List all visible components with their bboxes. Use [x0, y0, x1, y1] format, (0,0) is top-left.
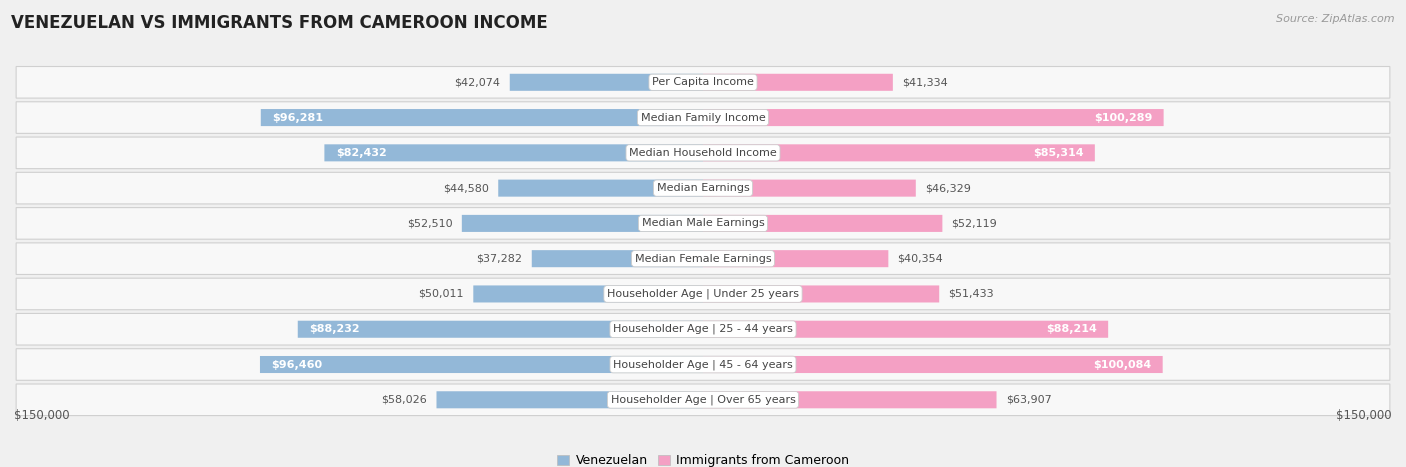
- Text: $96,460: $96,460: [271, 360, 322, 369]
- Text: $82,432: $82,432: [336, 148, 387, 158]
- Text: Householder Age | Under 25 years: Householder Age | Under 25 years: [607, 289, 799, 299]
- Text: Median Family Income: Median Family Income: [641, 113, 765, 122]
- FancyBboxPatch shape: [298, 321, 703, 338]
- Text: $63,907: $63,907: [1005, 395, 1052, 405]
- FancyBboxPatch shape: [703, 180, 915, 197]
- Text: Householder Age | Over 65 years: Householder Age | Over 65 years: [610, 395, 796, 405]
- Text: Median Household Income: Median Household Income: [628, 148, 778, 158]
- FancyBboxPatch shape: [325, 144, 703, 162]
- FancyBboxPatch shape: [703, 321, 1108, 338]
- Text: $85,314: $85,314: [1033, 148, 1084, 158]
- FancyBboxPatch shape: [703, 391, 997, 408]
- Text: $150,000: $150,000: [1336, 409, 1392, 422]
- FancyBboxPatch shape: [531, 250, 703, 267]
- FancyBboxPatch shape: [703, 215, 942, 232]
- FancyBboxPatch shape: [15, 349, 1391, 380]
- Text: $44,580: $44,580: [443, 183, 489, 193]
- Text: $52,510: $52,510: [406, 219, 453, 228]
- FancyBboxPatch shape: [510, 74, 703, 91]
- FancyBboxPatch shape: [474, 285, 703, 303]
- Text: $52,119: $52,119: [952, 219, 997, 228]
- Text: Median Female Earnings: Median Female Earnings: [634, 254, 772, 264]
- FancyBboxPatch shape: [260, 109, 703, 126]
- FancyBboxPatch shape: [703, 74, 893, 91]
- FancyBboxPatch shape: [703, 356, 1163, 373]
- FancyBboxPatch shape: [703, 144, 1095, 162]
- FancyBboxPatch shape: [15, 208, 1391, 239]
- Legend: Venezuelan, Immigrants from Cameroon: Venezuelan, Immigrants from Cameroon: [551, 449, 855, 467]
- FancyBboxPatch shape: [703, 250, 889, 267]
- Text: $40,354: $40,354: [897, 254, 943, 264]
- Text: $42,074: $42,074: [454, 78, 501, 87]
- FancyBboxPatch shape: [15, 384, 1391, 416]
- FancyBboxPatch shape: [15, 313, 1391, 345]
- FancyBboxPatch shape: [461, 215, 703, 232]
- Text: Per Capita Income: Per Capita Income: [652, 78, 754, 87]
- FancyBboxPatch shape: [15, 66, 1391, 98]
- Text: VENEZUELAN VS IMMIGRANTS FROM CAMEROON INCOME: VENEZUELAN VS IMMIGRANTS FROM CAMEROON I…: [11, 14, 548, 32]
- FancyBboxPatch shape: [436, 391, 703, 408]
- Text: $150,000: $150,000: [14, 409, 70, 422]
- Text: $100,289: $100,289: [1094, 113, 1152, 122]
- FancyBboxPatch shape: [15, 172, 1391, 204]
- FancyBboxPatch shape: [703, 285, 939, 303]
- Text: $88,214: $88,214: [1046, 324, 1097, 334]
- Text: $88,232: $88,232: [309, 324, 360, 334]
- Text: $50,011: $50,011: [419, 289, 464, 299]
- Text: $37,282: $37,282: [477, 254, 523, 264]
- Text: $100,084: $100,084: [1092, 360, 1152, 369]
- Text: Median Male Earnings: Median Male Earnings: [641, 219, 765, 228]
- Text: $96,281: $96,281: [273, 113, 323, 122]
- Text: Householder Age | 45 - 64 years: Householder Age | 45 - 64 years: [613, 359, 793, 370]
- Text: $41,334: $41,334: [903, 78, 948, 87]
- FancyBboxPatch shape: [15, 243, 1391, 275]
- Text: Source: ZipAtlas.com: Source: ZipAtlas.com: [1277, 14, 1395, 24]
- Text: $58,026: $58,026: [381, 395, 427, 405]
- FancyBboxPatch shape: [703, 109, 1164, 126]
- Text: Householder Age | 25 - 44 years: Householder Age | 25 - 44 years: [613, 324, 793, 334]
- FancyBboxPatch shape: [15, 278, 1391, 310]
- Text: $46,329: $46,329: [925, 183, 972, 193]
- FancyBboxPatch shape: [260, 356, 703, 373]
- Text: Median Earnings: Median Earnings: [657, 183, 749, 193]
- Text: $51,433: $51,433: [949, 289, 994, 299]
- FancyBboxPatch shape: [15, 137, 1391, 169]
- FancyBboxPatch shape: [498, 180, 703, 197]
- FancyBboxPatch shape: [15, 102, 1391, 134]
